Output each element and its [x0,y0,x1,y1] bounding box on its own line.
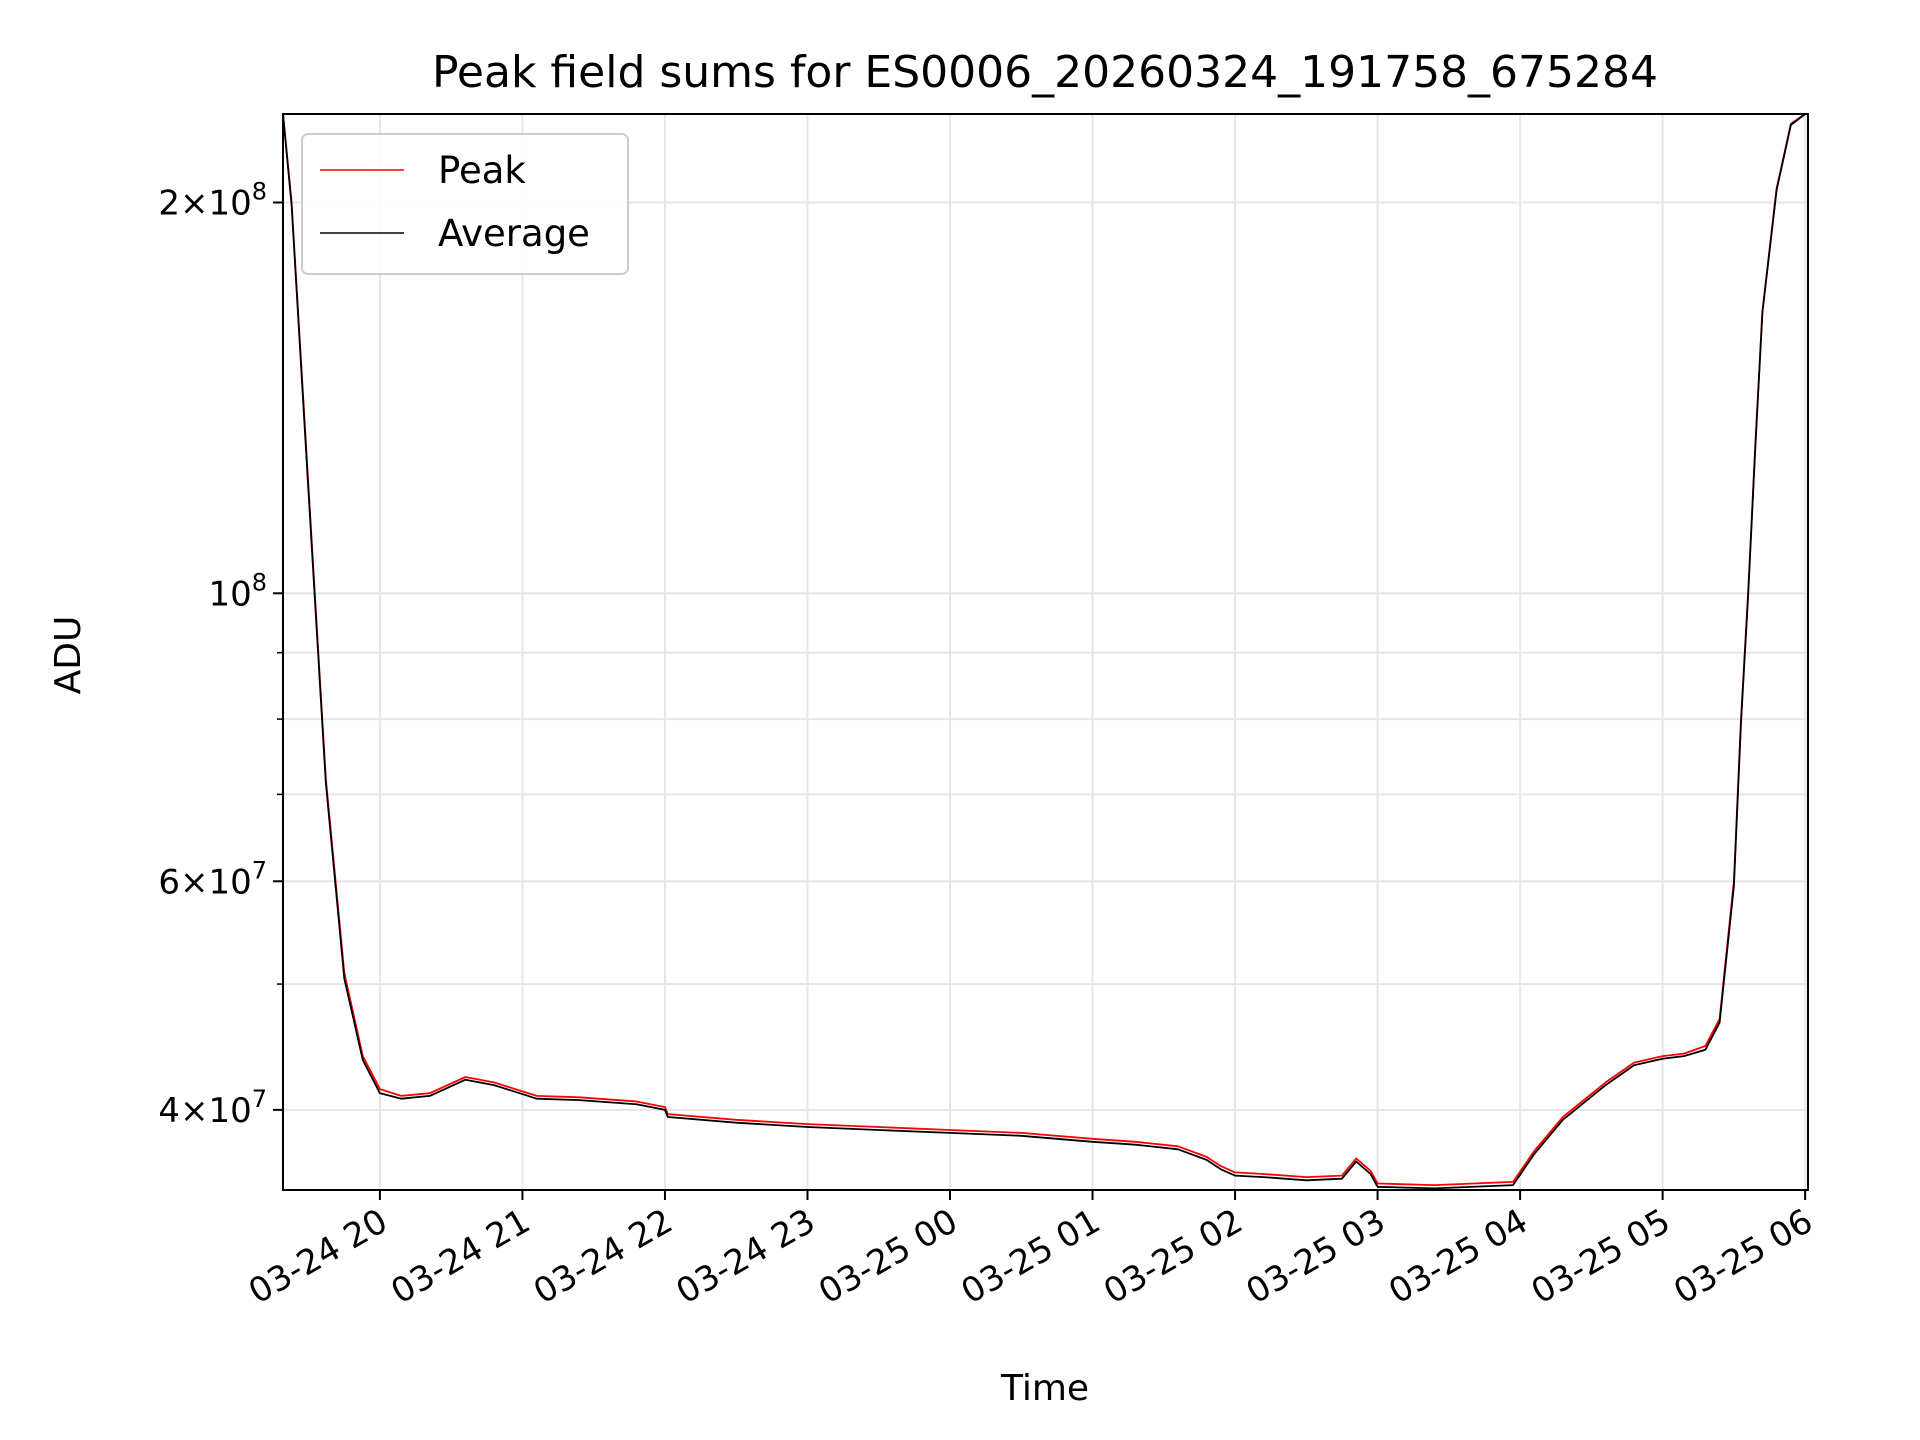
y-tick-text: 10 [208,574,251,614]
y-axis-title: ADU [48,616,89,695]
legend-box [301,133,629,275]
legend-label-peak: Peak [438,149,526,192]
y-tick-exponent: 8 [252,178,267,206]
chart-title: Peak field sums for ES0006_20260324_1917… [432,47,1658,98]
y-tick-label: 108 [208,568,267,614]
series-line-peak [283,114,1806,1186]
y-tick-text: 10 [208,1091,251,1131]
y-tick-text: 4× [158,1091,208,1131]
y-tick-exponent: 7 [252,856,267,884]
y-tick-exponent: 7 [252,1085,267,1113]
y-tick-exponent: 8 [252,568,267,596]
legend: Peak Average [301,133,629,275]
series-line-average [283,114,1806,1190]
y-tick-text: 2× [158,184,208,224]
y-tick-text: 10 [208,184,251,224]
grid [283,114,1808,1190]
x-axis-title: Time [1000,1368,1089,1409]
y-tick-label: 2×108 [158,178,267,224]
y-tick-text: 10 [208,862,251,902]
plot-area [283,114,1806,1190]
legend-label-average: Average [438,212,590,255]
y-tick-text: 6× [158,862,208,902]
y-tick-label: 4×107 [158,1085,267,1131]
y-tick-label: 6×107 [158,856,267,902]
